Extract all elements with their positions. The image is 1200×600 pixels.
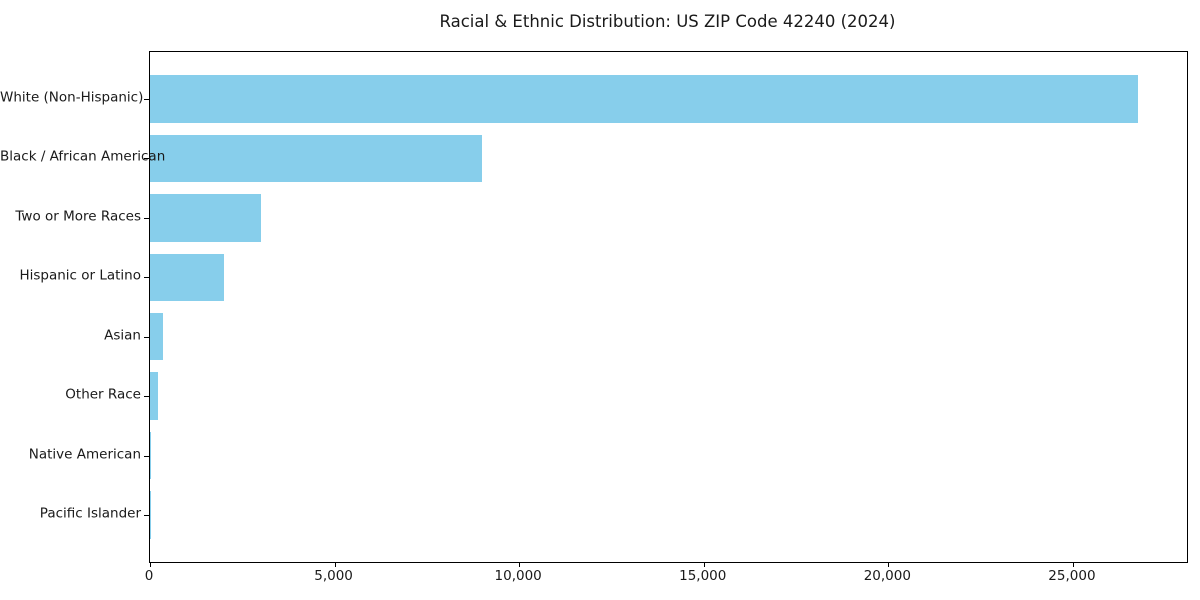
x-tick: [888, 562, 890, 567]
bar-asian: [150, 312, 164, 361]
x-axis-tick-label: 15,000: [679, 568, 727, 584]
y-tick: [144, 217, 149, 219]
y-axis-category-label: Pacific Islander: [39, 505, 141, 522]
y-axis-category-label: Other Race: [65, 386, 141, 403]
y-tick: [144, 455, 149, 457]
bar-white-non-hispanic: [150, 75, 1138, 123]
y-tick: [144, 396, 149, 398]
y-axis-category-label: Black / African American: [0, 148, 166, 165]
y-tick: [144, 98, 149, 100]
y-axis-category-label: Asian: [104, 326, 141, 343]
x-axis-tick-label: 5,000: [314, 568, 353, 584]
x-tick: [703, 562, 705, 567]
x-axis-tick-label: 10,000: [494, 568, 542, 584]
y-axis-category-label: Native American: [28, 445, 141, 462]
x-axis-tick-label: 25,000: [1048, 568, 1096, 584]
y-axis-category-label: Hispanic or Latino: [19, 267, 141, 284]
bar-native-american: [150, 431, 152, 480]
x-axis-tick-label: 20,000: [863, 568, 911, 584]
x-tick: [334, 562, 336, 567]
y-tick: [144, 336, 149, 338]
x-tick: [519, 562, 521, 567]
y-tick: [144, 158, 149, 160]
bar-other-race: [150, 372, 159, 420]
bar-two-or-more-races: [150, 194, 262, 242]
bar-hispanic-or-latino: [150, 253, 225, 302]
x-tick: [150, 562, 151, 567]
plot-area: [144, 51, 1188, 567]
y-tick: [144, 515, 149, 517]
chart-title: Racial & Ethnic Distribution: US ZIP Cod…: [439, 12, 896, 31]
y-axis-category-label: Two or More Races: [15, 208, 141, 225]
y-axis-category-label: White (Non-Hispanic): [0, 89, 144, 106]
x-tick: [1072, 562, 1074, 567]
bar-black-african-american: [150, 134, 482, 183]
x-axis-tick-label: 0: [144, 568, 154, 584]
y-tick: [144, 277, 149, 279]
